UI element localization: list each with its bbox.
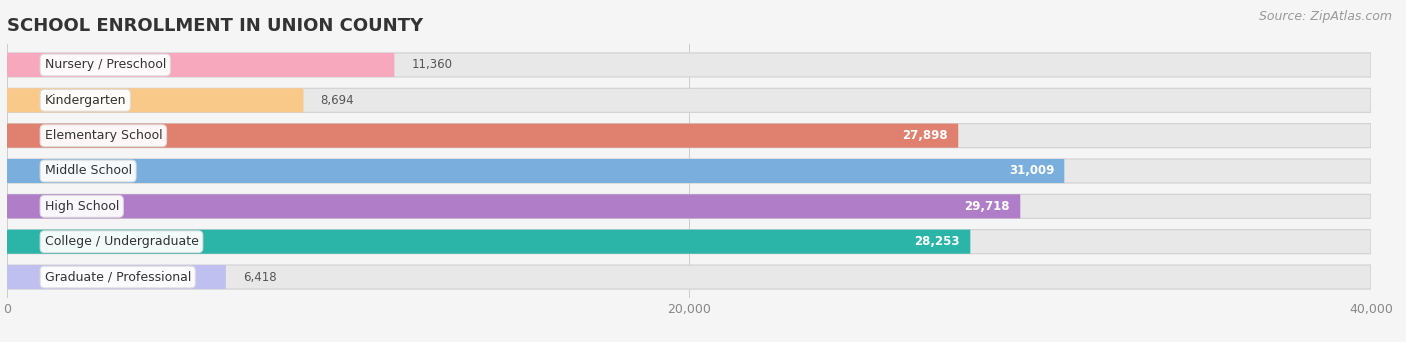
FancyBboxPatch shape (7, 88, 304, 112)
FancyBboxPatch shape (7, 265, 1371, 289)
FancyBboxPatch shape (7, 53, 1371, 77)
Text: 29,718: 29,718 (965, 200, 1010, 213)
Text: 28,253: 28,253 (914, 235, 960, 248)
Text: Elementary School: Elementary School (45, 129, 162, 142)
FancyBboxPatch shape (7, 230, 1371, 254)
Text: Source: ZipAtlas.com: Source: ZipAtlas.com (1258, 10, 1392, 23)
FancyBboxPatch shape (7, 159, 1064, 183)
Text: Nursery / Preschool: Nursery / Preschool (45, 58, 166, 71)
FancyBboxPatch shape (7, 159, 1371, 183)
FancyBboxPatch shape (7, 194, 1371, 218)
Text: Graduate / Professional: Graduate / Professional (45, 271, 191, 284)
Text: 27,898: 27,898 (903, 129, 948, 142)
Text: 8,694: 8,694 (321, 94, 354, 107)
Text: 31,009: 31,009 (1008, 165, 1054, 177)
FancyBboxPatch shape (7, 53, 394, 77)
Text: 6,418: 6,418 (243, 271, 277, 284)
FancyBboxPatch shape (7, 124, 959, 148)
FancyBboxPatch shape (7, 230, 970, 254)
Text: Middle School: Middle School (45, 165, 132, 177)
Text: 11,360: 11,360 (412, 58, 453, 71)
Text: SCHOOL ENROLLMENT IN UNION COUNTY: SCHOOL ENROLLMENT IN UNION COUNTY (7, 16, 423, 35)
FancyBboxPatch shape (7, 194, 1021, 218)
Text: High School: High School (45, 200, 120, 213)
Text: College / Undergraduate: College / Undergraduate (45, 235, 198, 248)
FancyBboxPatch shape (7, 265, 226, 289)
FancyBboxPatch shape (7, 124, 1371, 148)
FancyBboxPatch shape (7, 88, 1371, 112)
Text: Kindergarten: Kindergarten (45, 94, 127, 107)
